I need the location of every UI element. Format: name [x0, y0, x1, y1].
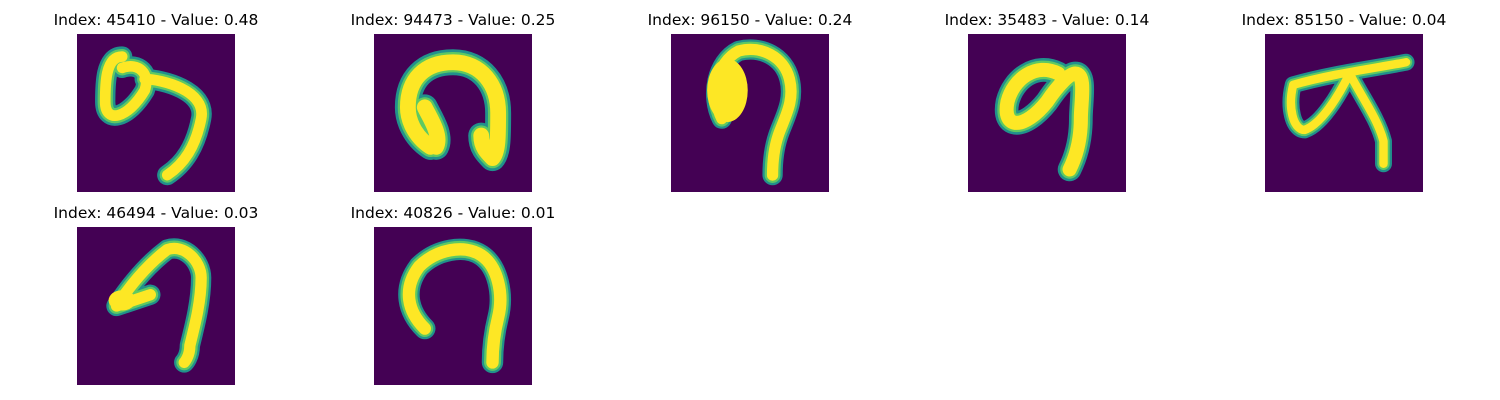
- digit-image: [77, 227, 235, 385]
- panel-title: Index: 40826 - Value: 0.01: [350, 204, 556, 222]
- digit-panel-40826: Index: 40826 - Value: 0.01: [351, 204, 555, 385]
- digit-panel-35483: Index: 35483 - Value: 0.14: [945, 11, 1149, 192]
- digit-image: [374, 227, 532, 385]
- digit-image: [968, 34, 1126, 192]
- digit-panel-85150: Index: 85150 - Value: 0.04: [1242, 11, 1446, 192]
- digit-image: [374, 34, 532, 192]
- panel-title: Index: 35483 - Value: 0.14: [944, 11, 1150, 29]
- digit-panel-94473: Index: 94473 - Value: 0.25: [351, 11, 555, 192]
- digit-panel-45410: Index: 45410 - Value: 0.48: [54, 11, 258, 192]
- digit-panel-46494: Index: 46494 - Value: 0.03: [54, 204, 258, 385]
- panel-title: Index: 94473 - Value: 0.25: [350, 11, 556, 29]
- panel-title: Index: 45410 - Value: 0.48: [53, 11, 259, 29]
- panel-title: Index: 85150 - Value: 0.04: [1241, 11, 1447, 29]
- panel-title: Index: 46494 - Value: 0.03: [53, 204, 259, 222]
- digit-image: [77, 34, 235, 192]
- digit-image: [1265, 34, 1423, 192]
- digit-panel-96150: Index: 96150 - Value: 0.24: [648, 11, 852, 192]
- digit-image: [671, 34, 829, 192]
- panel-title: Index: 96150 - Value: 0.24: [647, 11, 853, 29]
